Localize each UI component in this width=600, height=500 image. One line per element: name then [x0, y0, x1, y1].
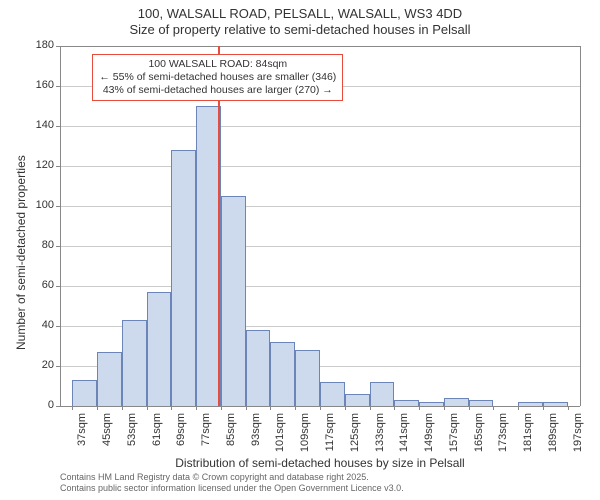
x-tick-label: 93sqm	[250, 413, 262, 457]
gridline-horizontal	[60, 206, 580, 207]
x-tick-label: 157sqm	[448, 413, 460, 457]
histogram-bar	[444, 398, 469, 406]
y-axis-label: Number of semi-detached properties	[14, 155, 28, 350]
x-axis-label: Distribution of semi-detached houses by …	[60, 456, 580, 470]
histogram-bar	[171, 150, 196, 406]
credits-line2: Contains public sector information licen…	[60, 483, 404, 494]
y-tick-label: 40	[26, 319, 54, 331]
gridline-horizontal	[60, 166, 580, 167]
x-tick-label: 125sqm	[349, 413, 361, 457]
histogram-bar	[97, 352, 122, 406]
x-tick-label: 85sqm	[225, 413, 237, 457]
y-tick-label: 100	[26, 199, 54, 211]
axis-border	[60, 406, 580, 407]
annotation-line1: 100 WALSALL ROAD: 84sqm	[99, 58, 336, 71]
histogram-bar	[122, 320, 147, 406]
histogram-bar	[147, 292, 172, 406]
x-tick-label: 165sqm	[473, 413, 485, 457]
axis-border	[580, 46, 581, 406]
histogram-bar	[295, 350, 320, 406]
x-tick-label: 149sqm	[423, 413, 435, 457]
x-tick-label: 37sqm	[76, 413, 88, 457]
credits-block: Contains HM Land Registry data © Crown c…	[60, 472, 404, 494]
x-tick-label: 197sqm	[572, 413, 584, 457]
gridline-horizontal	[60, 126, 580, 127]
x-tick-label: 61sqm	[151, 413, 163, 457]
histogram-bar	[246, 330, 271, 406]
x-tick-label: 189sqm	[547, 413, 559, 457]
x-tick-label: 109sqm	[299, 413, 311, 457]
x-tick-label: 45sqm	[101, 413, 113, 457]
gridline-horizontal	[60, 286, 580, 287]
y-tick-label: 0	[26, 399, 54, 411]
x-tick-label: 101sqm	[274, 413, 286, 457]
annotation-box: 100 WALSALL ROAD: 84sqm ← 55% of semi-de…	[92, 54, 343, 101]
gridline-horizontal	[60, 246, 580, 247]
histogram-bar	[320, 382, 345, 406]
y-tick-label: 140	[26, 119, 54, 131]
histogram-bar	[370, 382, 395, 406]
x-tick-label: 77sqm	[200, 413, 212, 457]
x-tick-label: 141sqm	[398, 413, 410, 457]
x-tick-label: 173sqm	[497, 413, 509, 457]
credits-line1: Contains HM Land Registry data © Crown c…	[60, 472, 404, 483]
histogram-bar	[345, 394, 370, 406]
chart-title-line2: Size of property relative to semi-detach…	[0, 22, 600, 37]
x-tick-label: 53sqm	[126, 413, 138, 457]
annotation-line2: ← 55% of semi-detached houses are smalle…	[99, 71, 336, 84]
y-tick-label: 180	[26, 39, 54, 51]
x-tick-label: 133sqm	[374, 413, 386, 457]
y-tick-label: 60	[26, 279, 54, 291]
y-tick-label: 120	[26, 159, 54, 171]
x-tick-label: 117sqm	[324, 413, 336, 457]
histogram-bar	[221, 196, 246, 406]
y-tick-label: 20	[26, 359, 54, 371]
x-tick-label: 69sqm	[175, 413, 187, 457]
histogram-bar	[270, 342, 295, 406]
chart-title-line1: 100, WALSALL ROAD, PELSALL, WALSALL, WS3…	[0, 6, 600, 21]
axis-border	[60, 46, 580, 47]
x-tick-label: 181sqm	[522, 413, 534, 457]
annotation-line3: 43% of semi-detached houses are larger (…	[99, 84, 336, 97]
y-tick-label: 160	[26, 79, 54, 91]
histogram-bar	[72, 380, 97, 406]
y-tick-label: 80	[26, 239, 54, 251]
axis-border	[60, 46, 61, 406]
